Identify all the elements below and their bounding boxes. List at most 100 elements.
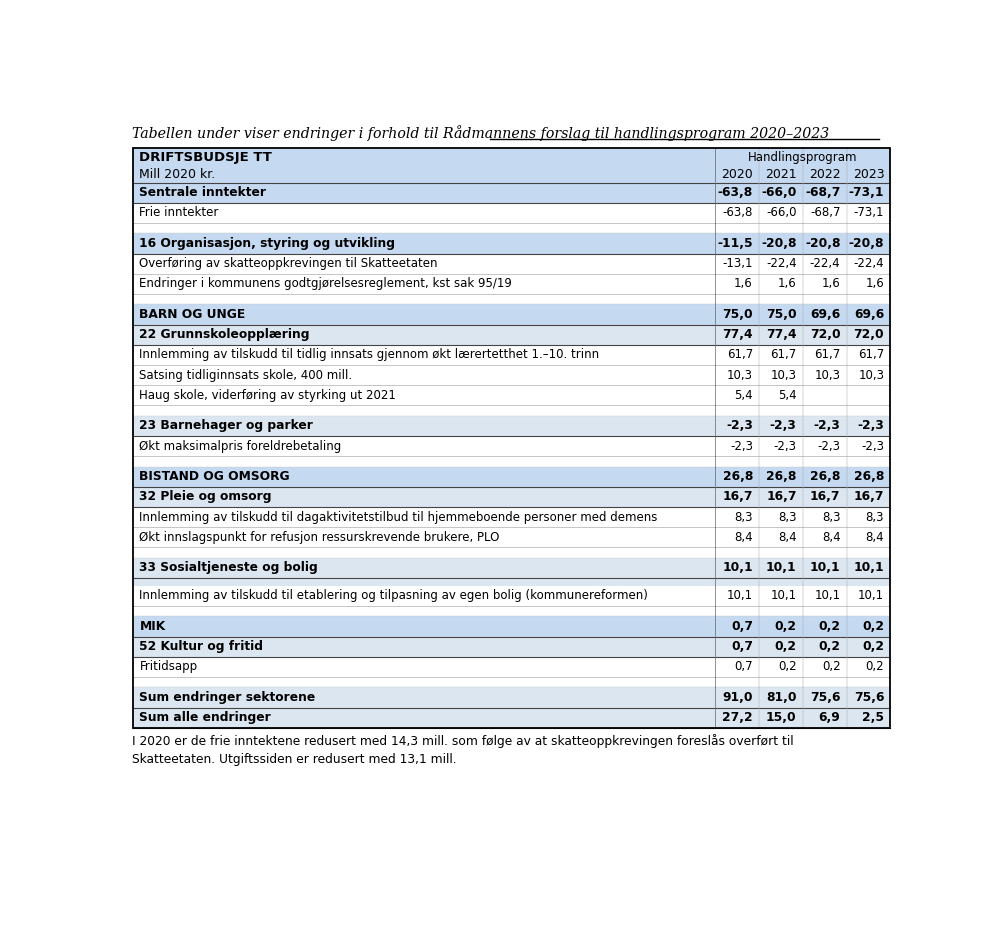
Text: 0,2: 0,2 — [821, 660, 840, 673]
Text: -2,3: -2,3 — [813, 420, 840, 433]
Text: 2023: 2023 — [852, 168, 884, 181]
Bar — [133, 304, 890, 325]
Text: 77,4: 77,4 — [723, 329, 752, 341]
Text: 10,1: 10,1 — [853, 562, 884, 575]
Text: 10,1: 10,1 — [727, 589, 752, 602]
Text: 91,0: 91,0 — [723, 691, 752, 704]
Text: 10,1: 10,1 — [809, 562, 840, 575]
Bar — [133, 527, 890, 547]
Text: -22,4: -22,4 — [766, 258, 796, 270]
Text: Overføring av skatteoppkrevingen til Skatteetaten: Overføring av skatteoppkrevingen til Ska… — [140, 258, 438, 270]
Text: I 2020 er de frie inntektene redusert med 14,3 mill. som følge av at skatteoppkr: I 2020 er de frie inntektene redusert me… — [133, 734, 794, 766]
Text: -73,1: -73,1 — [848, 187, 884, 199]
Text: Handlingsprogram: Handlingsprogram — [748, 151, 857, 164]
Text: 16,7: 16,7 — [853, 491, 884, 504]
Text: 16,7: 16,7 — [723, 491, 752, 504]
Text: 8,3: 8,3 — [778, 510, 796, 524]
Bar — [133, 345, 890, 365]
Text: 0,2: 0,2 — [862, 640, 884, 653]
Text: 32 Pleie og omsorg: 32 Pleie og omsorg — [140, 491, 272, 504]
Text: 0,2: 0,2 — [818, 640, 840, 653]
Text: -66,0: -66,0 — [766, 206, 796, 220]
Bar — [133, 385, 890, 405]
Bar — [133, 487, 890, 507]
Text: -20,8: -20,8 — [805, 237, 840, 250]
Text: Økt maksimalpris foreldrebetaling: Økt maksimalpris foreldrebetaling — [140, 439, 341, 453]
Text: 8,4: 8,4 — [735, 530, 752, 544]
Text: BARN OG UNGE: BARN OG UNGE — [140, 308, 246, 321]
Text: 26,8: 26,8 — [810, 471, 840, 483]
Text: 1,6: 1,6 — [735, 277, 752, 291]
Text: 69,6: 69,6 — [854, 308, 884, 321]
Text: 26,8: 26,8 — [723, 471, 752, 483]
Text: Innlemming av tilskudd til dagaktivitetstilbud til hjemmeboende personer med dem: Innlemming av tilskudd til dagaktivitets… — [140, 510, 658, 524]
Text: 75,0: 75,0 — [766, 308, 796, 321]
Text: 0,2: 0,2 — [862, 620, 884, 633]
Text: Sum endringer sektorene: Sum endringer sektorene — [140, 691, 315, 704]
Text: 10,3: 10,3 — [770, 368, 796, 382]
Text: 0,2: 0,2 — [818, 620, 840, 633]
Text: 72,0: 72,0 — [809, 329, 840, 341]
Text: -68,7: -68,7 — [805, 187, 840, 199]
Text: DRIFTSBUDSJE TT: DRIFTSBUDSJE TT — [140, 151, 272, 164]
Text: 22 Grunnskoleopplæring: 22 Grunnskoleopplæring — [140, 329, 310, 341]
Text: 26,8: 26,8 — [854, 471, 884, 483]
Text: 6,9: 6,9 — [818, 711, 840, 724]
Text: 77,4: 77,4 — [766, 329, 796, 341]
Bar — [133, 467, 890, 487]
Text: 33 Sosialtjeneste og bolig: 33 Sosialtjeneste og bolig — [140, 562, 318, 575]
Text: Frie inntekter: Frie inntekter — [140, 206, 219, 220]
Text: 2,5: 2,5 — [862, 711, 884, 724]
Bar — [133, 233, 890, 254]
Bar — [133, 677, 890, 688]
Text: 8,4: 8,4 — [865, 530, 884, 544]
Bar — [133, 547, 890, 558]
Bar — [133, 436, 890, 456]
Text: 52 Kultur og fritid: 52 Kultur og fritid — [140, 640, 263, 653]
Bar — [133, 416, 890, 436]
Text: -20,8: -20,8 — [761, 237, 796, 250]
Text: Mill 2020 kr.: Mill 2020 kr. — [140, 168, 216, 181]
Text: 81,0: 81,0 — [766, 691, 796, 704]
Text: BISTAND OG OMSORG: BISTAND OG OMSORG — [140, 471, 290, 483]
Text: -66,0: -66,0 — [761, 187, 796, 199]
Bar — [133, 149, 890, 166]
Text: Økt innslagspunkt for refusjon ressurskrevende brukere, PLO: Økt innslagspunkt for refusjon ressurskr… — [140, 530, 500, 544]
Bar — [133, 365, 890, 385]
Text: 61,7: 61,7 — [858, 348, 884, 362]
Text: Endringer i kommunens godtgjørelsesreglement, kst sak 95/19: Endringer i kommunens godtgjørelsesregle… — [140, 277, 512, 291]
Text: 61,7: 61,7 — [814, 348, 840, 362]
Bar — [133, 558, 890, 578]
Text: -2,3: -2,3 — [861, 439, 884, 453]
Text: -13,1: -13,1 — [723, 258, 752, 270]
Bar — [133, 636, 890, 656]
Text: 75,6: 75,6 — [853, 691, 884, 704]
Text: Innlemming av tilskudd til tidlig innsats gjennom økt lærertetthet 1.–10. trinn: Innlemming av tilskudd til tidlig innsat… — [140, 348, 600, 362]
Bar — [133, 456, 890, 467]
Text: 0,2: 0,2 — [778, 660, 796, 673]
Bar — [133, 166, 890, 183]
Text: 75,0: 75,0 — [723, 308, 752, 321]
Text: -2,3: -2,3 — [817, 439, 840, 453]
Text: Tabellen under viser endringer i forhold til Rådmannens forslag til handlingspro: Tabellen under viser endringer i forhold… — [133, 125, 829, 141]
Text: 8,3: 8,3 — [865, 510, 884, 524]
Bar — [133, 254, 890, 274]
Text: 27,2: 27,2 — [723, 711, 752, 724]
Bar — [133, 707, 890, 727]
Bar — [133, 585, 890, 606]
Text: 1,6: 1,6 — [777, 277, 796, 291]
Text: 10,1: 10,1 — [770, 589, 796, 602]
Text: 69,6: 69,6 — [810, 308, 840, 321]
Text: 72,0: 72,0 — [853, 329, 884, 341]
Text: 10,1: 10,1 — [723, 562, 752, 575]
Text: -22,4: -22,4 — [853, 258, 884, 270]
Text: 0,7: 0,7 — [735, 660, 752, 673]
Text: -2,3: -2,3 — [726, 420, 752, 433]
Text: 1,6: 1,6 — [821, 277, 840, 291]
Text: -2,3: -2,3 — [773, 439, 796, 453]
Bar — [133, 274, 890, 294]
Bar — [133, 183, 890, 203]
Text: 61,7: 61,7 — [770, 348, 796, 362]
Text: 0,7: 0,7 — [731, 640, 752, 653]
Bar — [133, 203, 890, 223]
